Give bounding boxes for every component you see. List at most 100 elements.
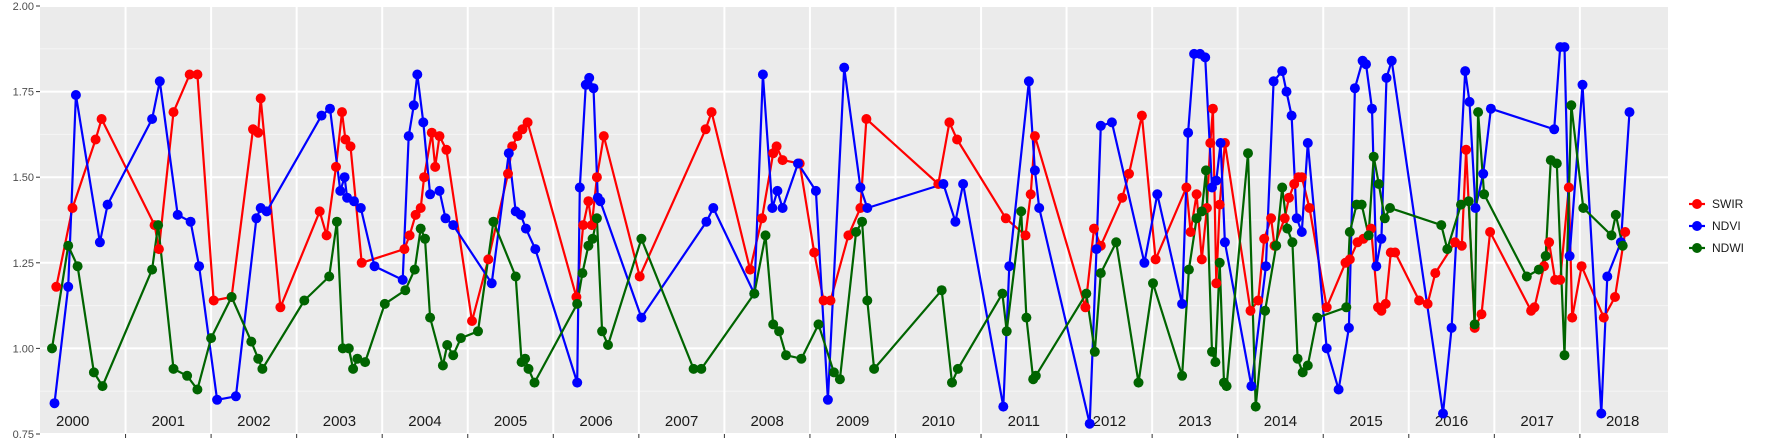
ndwi-point [851, 227, 862, 237]
swir-point [441, 144, 452, 155]
swir-point [1136, 110, 1147, 121]
ndvi-point [212, 394, 223, 405]
ndwi-point [1021, 312, 1032, 323]
swir-point [1414, 295, 1425, 306]
y-tick-label: 1.00 [13, 343, 34, 355]
swir-point [1563, 182, 1574, 193]
ndvi-point [1460, 66, 1471, 77]
ndwi-point [409, 264, 420, 275]
ndvi-point [1361, 59, 1371, 70]
swir-point [90, 134, 101, 145]
ndvi-point [1602, 271, 1613, 282]
ndvi-point [1095, 120, 1106, 131]
ndwi-point [997, 288, 1008, 299]
swir-point [586, 220, 597, 231]
year-label: 2005 [494, 413, 527, 430]
swir-point [578, 220, 589, 231]
year-label: 2017 [1520, 413, 1553, 430]
ndvi-point [369, 261, 380, 272]
ndwi-point [1201, 165, 1211, 176]
swir-point [700, 124, 711, 135]
ndvi-point [1091, 244, 1102, 255]
series-points [47, 42, 1635, 429]
swir-point [1000, 213, 1011, 224]
swir-point [1344, 254, 1355, 265]
ndvi-point [316, 110, 327, 121]
ndwi-point [1606, 230, 1617, 241]
ndvi-point [102, 199, 113, 210]
ndwi-point [1566, 100, 1577, 111]
swir-point [843, 230, 854, 241]
ndvi-point [448, 220, 459, 231]
ndwi-point [1221, 381, 1232, 392]
ndwi-point [72, 261, 83, 272]
ndwi-point [352, 353, 363, 364]
swir-point [1296, 172, 1307, 183]
ndvi-point [839, 62, 850, 73]
ndwi-point [420, 233, 430, 244]
swir-point [855, 203, 866, 213]
ndwi-point [510, 271, 521, 282]
year-label: 2012 [1093, 413, 1126, 430]
ndwi-point [1368, 151, 1379, 162]
ndwi-point [1617, 240, 1628, 251]
swir-point [1304, 203, 1315, 213]
ndvi-point [1302, 138, 1313, 148]
y-tick-label: 0.75 [13, 429, 34, 441]
ndwi-point [1111, 237, 1122, 248]
ndvi-point [335, 185, 346, 196]
ndvi-point [418, 117, 429, 128]
ndwi-point [696, 363, 707, 374]
ndwi-point [226, 292, 237, 302]
swir-point [1620, 227, 1631, 237]
swir-point [434, 131, 445, 142]
ndwi-point [1277, 182, 1288, 193]
ndvi-point [251, 213, 262, 224]
swir-point [1181, 182, 1192, 193]
ndvi-point [339, 172, 350, 183]
ndvi-point [94, 237, 105, 248]
year-label: 2018 [1606, 413, 1639, 430]
ndvi-point [1485, 103, 1496, 114]
ndvi-point [793, 158, 803, 169]
ndwi-point [952, 363, 963, 374]
ndwi-point [415, 223, 426, 234]
swir-point [771, 141, 782, 152]
ndwi-point [591, 213, 602, 224]
ndwi-point [1214, 257, 1225, 268]
ndwi-point [182, 370, 193, 381]
ndvi-point [822, 394, 833, 405]
ndvi-point [1381, 72, 1392, 83]
ndvi-point [325, 103, 335, 114]
ndvi-point [355, 203, 366, 213]
ndwi-point [796, 353, 807, 364]
swir-point [745, 264, 756, 275]
ndwi-point [577, 268, 588, 279]
ndwi-point [1095, 268, 1106, 279]
ndwi-point [523, 363, 534, 374]
ndwi-point [947, 377, 957, 388]
ndwi-point [1081, 288, 1092, 299]
ndwi-point [587, 233, 598, 244]
ndvi-point [1470, 203, 1481, 213]
ndwi-point [1243, 148, 1253, 159]
ndwi-point [813, 319, 824, 330]
swir-point [1576, 261, 1587, 272]
y-axis: 0.75 1.00 1.25 1.50 1.75 2.00 [13, 1, 40, 441]
ndwi-point [1260, 305, 1271, 316]
swir-point [1089, 223, 1099, 234]
ndvi-point [950, 216, 961, 227]
ndvi-point [595, 196, 606, 207]
legend-marker-ndwi [1692, 243, 1702, 253]
ndvi-point [172, 209, 183, 220]
ndvi-point [767, 203, 778, 213]
swir-point [503, 168, 513, 179]
ndwi-point [455, 333, 466, 344]
swir-point [67, 203, 78, 213]
swir-point [1610, 292, 1620, 302]
ndvi-point [574, 182, 585, 193]
ndwi-point [1473, 107, 1484, 118]
ndvi-point [1349, 83, 1360, 94]
ndvi-point [49, 398, 60, 409]
